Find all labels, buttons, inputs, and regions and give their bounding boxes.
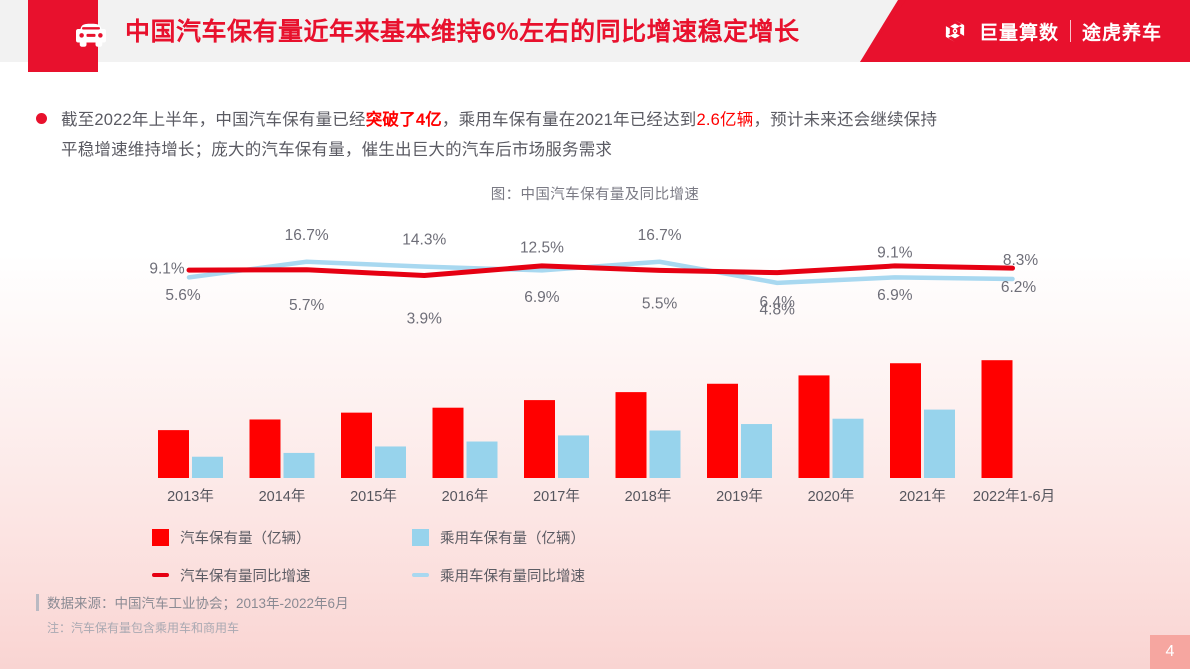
bar-auto-parc bbox=[798, 375, 830, 478]
legend-item-passenger-growth[interactable]: 乘用车保有量同比增速 bbox=[412, 565, 672, 586]
lead-segment-1: 截至2022年上半年，中国汽车保有量已经 bbox=[61, 111, 366, 129]
x-axis-tick: 2013年 bbox=[167, 489, 214, 505]
data-label-auto-growth: 5.5% bbox=[642, 295, 678, 312]
data-label-passenger-growth: 9.1% bbox=[877, 244, 913, 261]
bar-passenger-parc bbox=[375, 446, 406, 478]
oceanengine-logo-icon bbox=[945, 19, 965, 43]
bar-passenger-parc bbox=[466, 441, 498, 478]
bar-auto-parc bbox=[524, 400, 555, 478]
x-axis-tick: 2015年 bbox=[350, 489, 397, 505]
data-label-auto-growth: 5.6% bbox=[165, 287, 201, 304]
footer-note-text: 注：汽车保有量包含乘用车和商用车 bbox=[47, 621, 240, 635]
bar-passenger-parc bbox=[924, 409, 955, 478]
bar-passenger-parc bbox=[283, 452, 315, 478]
legend-swatch-line-red bbox=[152, 573, 169, 577]
brand-divider bbox=[1069, 20, 1071, 42]
lead-segment-4: 平稳增速维持增长；庞大的汽车保有量，催生出巨大的汽车后市场服务需求 bbox=[61, 141, 613, 159]
data-label-auto-growth: 4.8% bbox=[760, 302, 796, 319]
bar-auto-parc bbox=[707, 383, 738, 478]
bar-passenger-parc bbox=[649, 430, 681, 478]
data-label-passenger-growth: 6.4% bbox=[760, 294, 796, 311]
bar-auto-parc bbox=[981, 360, 1013, 478]
chart-plot-area: 5.6% 5.7% 3.9% 6.9% 5.5% 4.8% 6.9% 6.2% 9.1% 16.7… bbox=[0, 205, 1190, 485]
lead-highlight-1: 突破了4亿 bbox=[365, 111, 442, 129]
chart-title: 图：中国汽车保有量及同比增速 bbox=[490, 187, 700, 203]
legend-row-1: 汽车保有量（亿辆） 乘用车保有量（亿辆） bbox=[152, 524, 672, 550]
x-axis-tick: 2018年 bbox=[624, 489, 672, 505]
page-title: 中国汽车保有量近年来基本维持6%左右的同比增速稳定增长 bbox=[125, 18, 800, 46]
x-axis-tick: 2014年 bbox=[258, 489, 306, 505]
x-axis-tick: 2016年 bbox=[441, 489, 489, 505]
data-label-passenger-growth: 16.7% bbox=[638, 227, 682, 244]
data-label-auto-growth: 3.9% bbox=[407, 311, 443, 328]
legend-label-auto-parc: 汽车保有量（亿辆） bbox=[180, 530, 311, 547]
x-axis-tick: 2021年 bbox=[899, 489, 946, 505]
page-number-badge: 4 bbox=[1150, 635, 1190, 669]
lead-paragraph: 截至2022年上半年，中国汽车保有量已经突破了4亿，乘用车保有量在2021年已经… bbox=[36, 105, 1156, 165]
bar-auto-parc bbox=[615, 392, 647, 478]
data-label-passenger-growth: 16.7% bbox=[285, 227, 329, 244]
legend-item-auto-growth[interactable]: 汽车保有量同比增速 bbox=[152, 565, 412, 586]
car-badge bbox=[28, 0, 106, 72]
legend-swatch-line-blue bbox=[412, 573, 429, 577]
car-icon bbox=[76, 23, 106, 47]
bar-passenger-parc bbox=[832, 418, 864, 478]
footer-accent-bar bbox=[36, 594, 39, 611]
lead-segment-3: ，预计未来还会继续保持 bbox=[753, 111, 938, 129]
legend-label-passenger-growth: 乘用车保有量同比增速 bbox=[440, 568, 585, 585]
bar-auto-parc bbox=[890, 363, 921, 478]
chart-svg: 5.6% 5.7% 3.9% 6.9% 5.5% 4.8% 6.9% 6.2% 9.1% 16.7… bbox=[149, 227, 1039, 478]
brand-primary-label: 巨量算数 bbox=[978, 22, 1059, 44]
x-axis-tick: 2022年1-6月 bbox=[972, 489, 1056, 505]
page-header: 中国汽车保有量近年来基本维持6%左右的同比增速稳定增长 巨量算数 途虎养车 bbox=[0, 0, 1190, 72]
legend-row-2: 汽车保有量同比增速 乘用车保有量同比增速 bbox=[152, 562, 672, 588]
lead-text: 截至2022年上半年，中国汽车保有量已经突破了4亿，乘用车保有量在2021年已经… bbox=[61, 105, 937, 165]
bar-passenger-parc bbox=[558, 435, 589, 478]
legend-label-passenger-parc: 乘用车保有量（亿辆） bbox=[440, 530, 585, 547]
lead-segment-2: ，乘用车保有量在2021年已经达到 bbox=[441, 111, 697, 129]
chart-x-axis: 2013年 2014年 2015年 2016年 2017年 2018年 2019年 2020年… bbox=[0, 485, 1190, 509]
data-label-auto-growth: 6.2% bbox=[1001, 279, 1037, 296]
brand-secondary-label: 途虎养车 bbox=[1081, 22, 1162, 44]
data-label-passenger-growth: 14.3% bbox=[402, 232, 446, 249]
x-axis-tick: 2019年 bbox=[716, 489, 763, 505]
bar-auto-parc bbox=[158, 430, 189, 478]
data-label-auto-growth: 6.9% bbox=[877, 287, 913, 304]
line-auto-growth bbox=[186, 263, 1015, 279]
data-label-passenger-growth: 8.3% bbox=[1003, 252, 1039, 269]
bullet-dot-icon bbox=[36, 113, 47, 124]
bar-auto-parc bbox=[341, 412, 372, 478]
bar-auto-parc bbox=[249, 419, 281, 478]
chart-legend: 汽车保有量（亿辆） 乘用车保有量（亿辆） 汽车保有量同比增速 乘用车保有量同比增… bbox=[152, 524, 672, 600]
bar-auto-parc bbox=[432, 407, 464, 478]
footer-source-row: 数据来源：中国汽车工业协会；2013年-2022年6月 bbox=[36, 592, 349, 612]
legend-swatch-box-blue bbox=[412, 528, 429, 546]
footer-source-text: 数据来源：中国汽车工业协会；2013年-2022年6月 bbox=[47, 596, 349, 611]
brand-lockup: 巨量算数 途虎养车 bbox=[942, 16, 1162, 46]
bar-passenger-parc bbox=[192, 456, 223, 478]
header-brand-panel bbox=[860, 0, 1190, 62]
data-label-passenger-growth: 9.1% bbox=[149, 260, 185, 277]
legend-label-auto-growth: 汽车保有量同比增速 bbox=[180, 568, 311, 585]
data-label-auto-growth: 6.9% bbox=[524, 289, 560, 306]
x-axis-tick: 2020年 bbox=[807, 489, 855, 505]
legend-swatch-box-red bbox=[152, 528, 169, 546]
data-label-passenger-growth: 12.5% bbox=[520, 239, 564, 256]
lead-highlight-2: 2.6亿辆 bbox=[696, 111, 754, 129]
footer-notes: 数据来源：中国汽车工业协会；2013年-2022年6月 注：汽车保有量包含乘用车… bbox=[36, 592, 349, 636]
legend-item-passenger-parc[interactable]: 乘用车保有量（亿辆） bbox=[412, 527, 672, 548]
legend-item-auto-parc[interactable]: 汽车保有量（亿辆） bbox=[152, 527, 412, 548]
x-axis-tick: 2017年 bbox=[533, 489, 580, 505]
data-label-auto-growth: 5.7% bbox=[289, 297, 325, 314]
bar-passenger-parc bbox=[741, 424, 772, 478]
